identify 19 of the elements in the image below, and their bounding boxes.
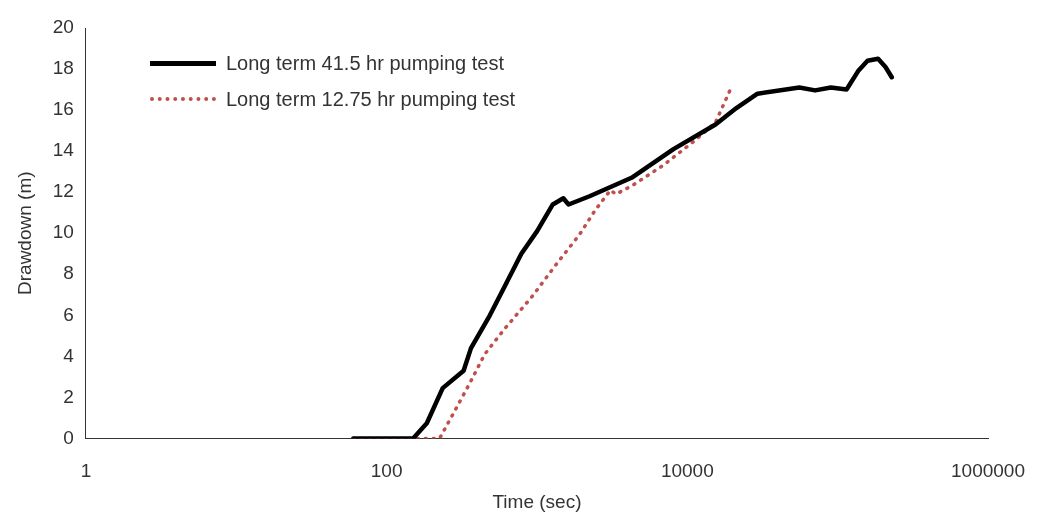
y-tick-label: 6: [63, 303, 74, 325]
y-tick-label: 2: [63, 385, 74, 407]
y-tick-label: 4: [63, 344, 75, 366]
x-tick-label: 1: [80, 460, 92, 482]
y-axis-title: Drawdown (m): [13, 171, 35, 295]
y-tick-label: 20: [52, 16, 74, 38]
x-tick-label: 1000000: [951, 460, 1025, 482]
x-tick-label: 10000: [660, 460, 714, 482]
x-axis-title: Time (sec): [492, 490, 582, 512]
y-tick-label: 18: [52, 57, 74, 79]
y-tick-label: 10: [52, 221, 74, 243]
legend-label: Long term 12.75 hr pumping test: [226, 87, 516, 111]
x-tick-label: 100: [370, 460, 403, 482]
y-tick-label: 8: [63, 262, 74, 284]
y-tick-label: 12: [52, 180, 74, 202]
y-tick-label: 0: [63, 426, 74, 448]
y-tick-label: 16: [52, 98, 74, 120]
y-tick-label: 14: [52, 139, 75, 161]
legend-label: Long term 41.5 hr pumping test: [226, 51, 504, 75]
